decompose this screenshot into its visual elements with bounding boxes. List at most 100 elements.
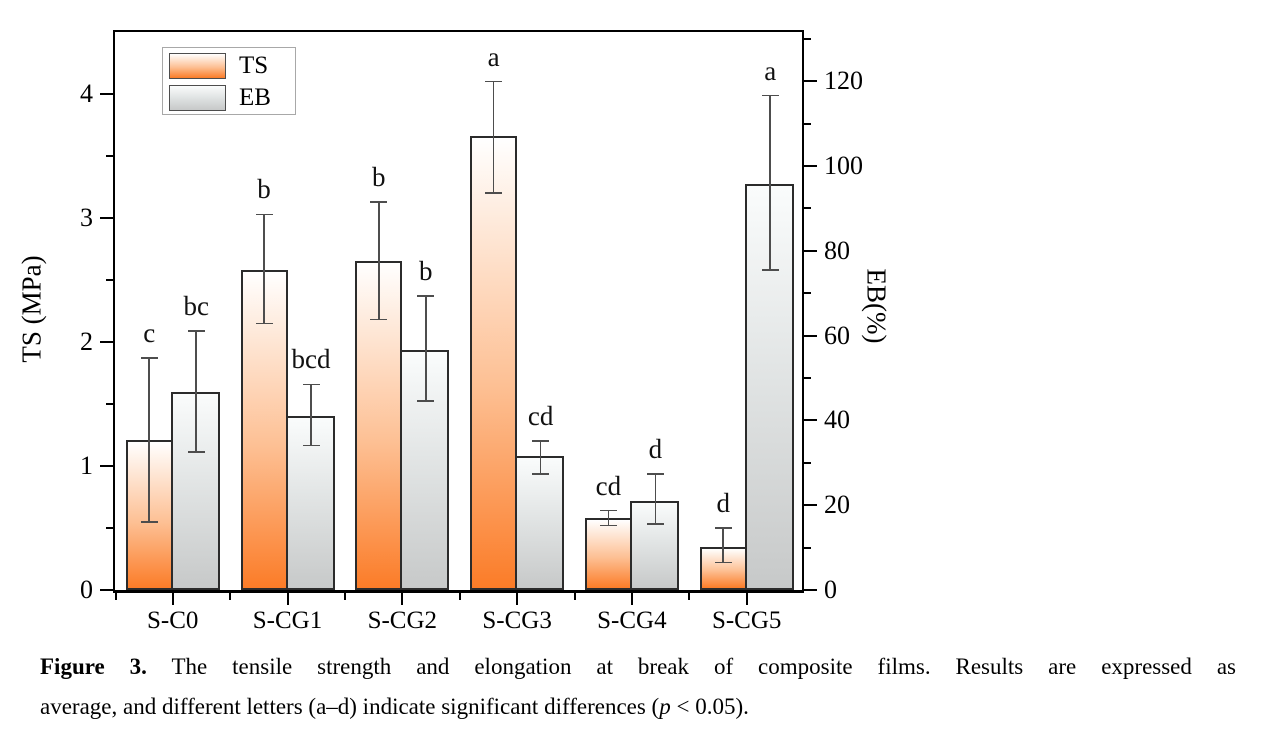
error-bar-cap-bottom xyxy=(370,318,388,321)
error-bar-cap-bottom xyxy=(761,269,779,271)
plot-area: 0 1 2 3 4 0 20 40 60 80 100 120 S-C0 S-CG1 S-CG2 S-CG3 S… xyxy=(80,30,863,634)
right-axis-major-tick xyxy=(804,334,817,337)
x-axis-minor-tick xyxy=(343,593,346,600)
error-bar-line xyxy=(722,528,724,563)
error-bar-line xyxy=(654,473,657,524)
right-axis-major-tick xyxy=(804,589,817,591)
caption-text-1: The tensile strength and elongation at b… xyxy=(171,654,1236,679)
caption-text-3: < 0.05). xyxy=(670,694,749,719)
error-bar-line xyxy=(378,201,380,320)
right-axis-tick-label: 60 xyxy=(824,320,850,350)
left-axis-tick-label: 3 xyxy=(80,203,93,232)
right-axis-minor-tick xyxy=(804,461,811,464)
x-axis-tick-label: S-CG4 xyxy=(597,607,667,634)
chart: 0 1 2 3 4 0 20 40 60 80 100 120 S-C0 S-CG1 S-CG2 S-CG3 S… xyxy=(16,30,892,634)
bar-eb-S-CG3 xyxy=(515,456,565,590)
x-axis-minor-tick xyxy=(115,593,118,600)
error-bar-cap-bottom xyxy=(485,192,503,194)
error-bar-line xyxy=(769,95,771,270)
legend-swatch-eb xyxy=(169,84,226,111)
x-axis-tick-label: S-CG5 xyxy=(711,607,782,634)
x-axis-minor-tick xyxy=(688,593,691,600)
caption-p-symbol: p xyxy=(659,694,671,719)
left-axis-minor-tick xyxy=(106,403,113,405)
bar-ts-S-CG3 xyxy=(470,136,518,590)
left-axis-title: TS (MPa) xyxy=(16,255,47,363)
error-bar-cap-bottom xyxy=(714,561,732,564)
caption-figure-label: Figure 3. xyxy=(40,654,147,679)
significance-letter: d xyxy=(648,433,663,464)
error-bar-cap-top xyxy=(714,527,732,529)
left-axis-major-tick xyxy=(100,93,113,95)
error-bar-cap-top xyxy=(255,213,273,216)
error-bar-cap-top xyxy=(417,295,435,297)
error-bar-line xyxy=(195,330,197,453)
right-axis-major-tick xyxy=(804,419,817,422)
left-axis-minor-tick xyxy=(106,527,113,529)
significance-letter: bcd xyxy=(291,344,331,375)
right-axis-minor-tick xyxy=(804,292,811,295)
x-axis-minor-tick xyxy=(573,593,576,600)
legend-label-ts: TS xyxy=(239,51,269,79)
significance-letter: b xyxy=(372,161,386,192)
caption-text-2: average, and different letters (a–d) ind… xyxy=(40,694,660,719)
right-axis-tick-label: 40 xyxy=(824,405,850,435)
left-axis-tick-label: 1 xyxy=(80,451,93,480)
error-bar-cap-top xyxy=(187,330,205,332)
error-bar-cap-bottom xyxy=(255,322,273,325)
error-bar-cap-top xyxy=(761,94,779,97)
right-axis-major-tick xyxy=(804,80,817,83)
x-axis-major-tick xyxy=(171,593,174,605)
x-axis-major-tick xyxy=(401,593,404,605)
error-bar-cap-top xyxy=(485,80,503,83)
left-axis-major-tick xyxy=(100,465,113,467)
right-axis-title: EB(%) xyxy=(861,268,892,344)
error-bar-line xyxy=(263,214,265,324)
right-axis-minor-tick xyxy=(804,546,811,549)
error-bar-line xyxy=(310,384,312,446)
error-bar-line xyxy=(148,358,150,522)
x-axis-tick-label: S-CG3 xyxy=(482,607,552,634)
error-bar-line xyxy=(425,296,427,401)
significance-letter: cd xyxy=(595,470,622,501)
x-axis-minor-tick xyxy=(458,593,461,600)
error-bar-line xyxy=(492,81,495,194)
error-bar-cap-top xyxy=(370,201,388,203)
significance-letter: b xyxy=(419,256,433,287)
x-axis-minor-tick xyxy=(229,593,232,600)
left-axis-minor-tick xyxy=(106,155,113,157)
legend-entry-ts: TS xyxy=(169,51,295,80)
left-axis-tick-label: 4 xyxy=(80,79,93,108)
x-axis-major-tick xyxy=(745,593,748,605)
x-axis-tick-label: S-CG2 xyxy=(367,607,438,634)
error-bar-cap-bottom xyxy=(599,524,617,527)
right-axis-major-tick xyxy=(804,504,817,507)
error-bar-cap-top xyxy=(599,509,617,512)
right-axis-major-tick xyxy=(804,249,817,252)
bar-eb-S-C0 xyxy=(170,391,220,590)
significance-letter: a xyxy=(764,55,777,86)
error-bar-cap-bottom xyxy=(532,473,550,475)
right-axis-minor-tick xyxy=(804,122,811,125)
right-axis-tick-label: 80 xyxy=(824,235,850,265)
right-axis-minor-tick xyxy=(804,37,811,40)
error-bar-cap-bottom xyxy=(646,523,664,525)
right-axis-tick-label: 0 xyxy=(824,575,837,604)
error-bar-cap-bottom xyxy=(187,451,205,453)
significance-letter: bc xyxy=(183,290,209,321)
error-bar-cap-bottom xyxy=(417,400,435,402)
bar-eb-S-CG4 xyxy=(629,500,679,590)
error-bar-cap-top xyxy=(532,440,550,442)
bar-eb-S-CG2 xyxy=(400,350,450,590)
right-axis-minor-tick xyxy=(804,376,811,379)
error-bar-line xyxy=(539,441,542,474)
caption-line-2: average, and different letters (a–d) ind… xyxy=(40,690,1236,723)
left-axis-minor-tick xyxy=(106,279,113,281)
left-axis-major-tick xyxy=(100,589,113,591)
right-axis-tick-label: 100 xyxy=(824,150,863,180)
error-bar-line xyxy=(607,510,610,526)
x-axis-major-tick xyxy=(516,593,519,605)
x-axis-major-tick xyxy=(286,593,289,605)
x-axis-tick-label: S-C0 xyxy=(147,607,199,634)
